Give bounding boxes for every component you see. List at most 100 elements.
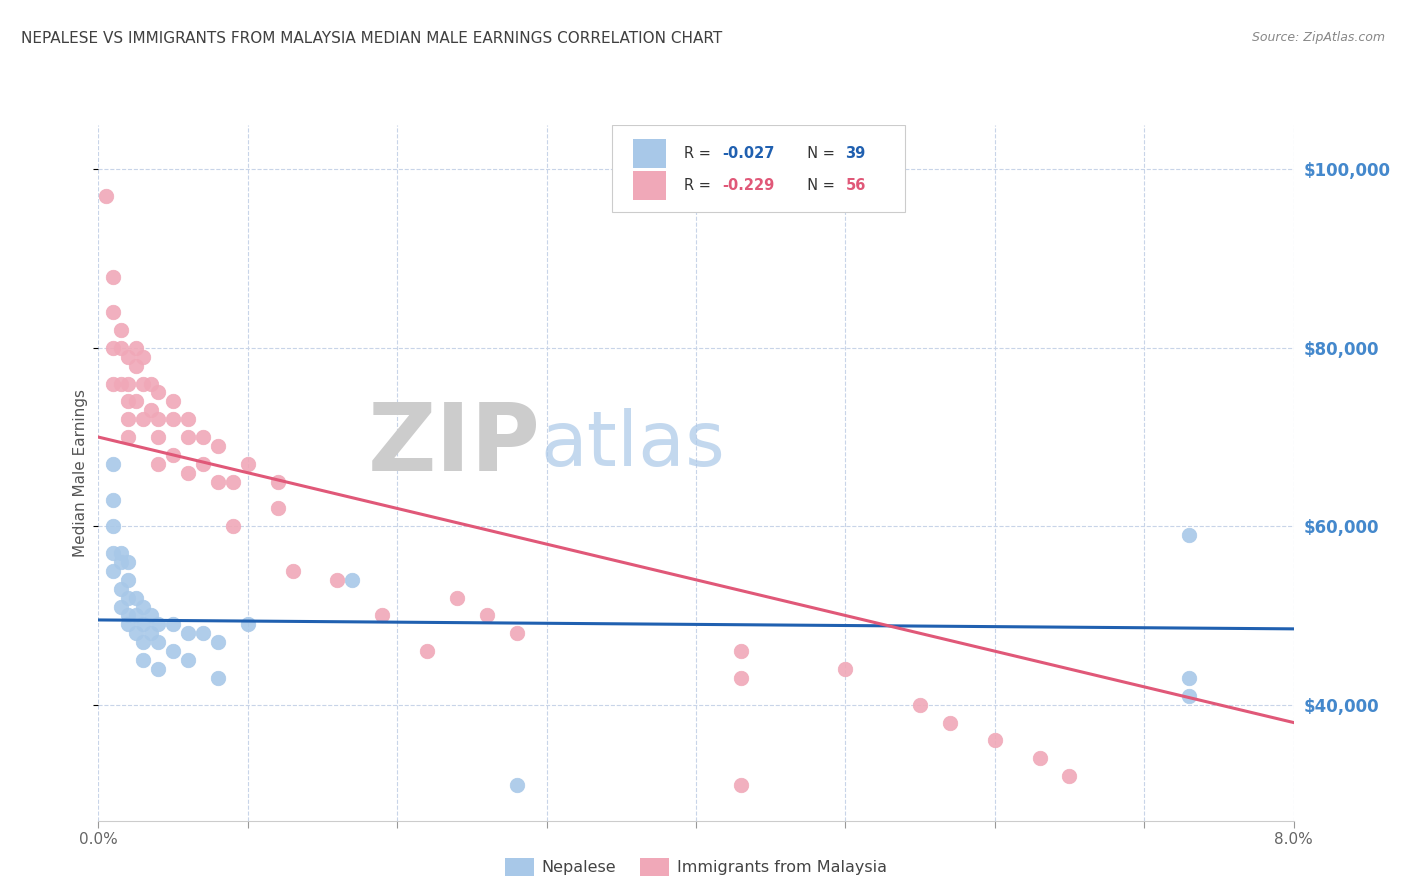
Point	[236, 457, 259, 471]
Text: 39: 39	[845, 146, 866, 161]
Point	[132, 412, 155, 426]
Point	[191, 430, 214, 444]
Point	[177, 466, 200, 480]
Point	[117, 376, 139, 391]
Point	[162, 644, 184, 658]
Point	[1178, 528, 1201, 542]
Point	[416, 644, 439, 658]
Point	[267, 501, 290, 516]
Point	[177, 430, 200, 444]
Point	[177, 626, 200, 640]
Point	[110, 546, 132, 560]
Point	[117, 394, 139, 409]
Point	[110, 555, 132, 569]
Point	[834, 662, 856, 676]
Point	[207, 439, 229, 453]
Point	[132, 635, 155, 649]
Point	[207, 475, 229, 489]
Point	[342, 573, 364, 587]
Point	[132, 653, 155, 667]
Y-axis label: Median Male Earnings: Median Male Earnings	[73, 389, 87, 557]
Point	[132, 350, 155, 364]
Point	[103, 492, 125, 507]
Point	[94, 189, 117, 203]
Point	[222, 475, 245, 489]
Text: R =: R =	[685, 178, 716, 193]
Point	[162, 617, 184, 632]
Point	[148, 385, 170, 400]
Point	[110, 376, 132, 391]
Point	[148, 457, 170, 471]
Point	[207, 671, 229, 685]
Text: N =: N =	[797, 178, 839, 193]
Point	[236, 617, 259, 632]
Point	[371, 608, 394, 623]
FancyBboxPatch shape	[613, 125, 905, 212]
Point	[125, 626, 148, 640]
Point	[1178, 671, 1201, 685]
Point	[103, 305, 125, 319]
Point	[148, 430, 170, 444]
Point	[191, 626, 214, 640]
Point	[148, 635, 170, 649]
Point	[908, 698, 931, 712]
Text: N =: N =	[797, 146, 839, 161]
Text: 56: 56	[845, 178, 866, 193]
Point	[117, 350, 139, 364]
Point	[148, 412, 170, 426]
Point	[267, 475, 290, 489]
Point	[730, 778, 752, 792]
Point	[162, 448, 184, 462]
Point	[103, 269, 125, 284]
Point	[139, 608, 162, 623]
Point	[162, 412, 184, 426]
Text: atlas: atlas	[540, 408, 725, 482]
Point	[730, 671, 752, 685]
Point	[110, 323, 132, 337]
Point	[132, 599, 155, 614]
Point	[446, 591, 468, 605]
Point	[103, 457, 125, 471]
Point	[110, 341, 132, 355]
Legend: Nepalese, Immigrants from Malaysia: Nepalese, Immigrants from Malaysia	[499, 852, 893, 882]
Point	[148, 617, 170, 632]
Point	[730, 644, 752, 658]
Point	[117, 412, 139, 426]
Point	[1178, 689, 1201, 703]
Point	[177, 412, 200, 426]
Point	[506, 778, 529, 792]
Point	[125, 341, 148, 355]
Point	[139, 403, 162, 417]
Point	[983, 733, 1005, 747]
Point	[148, 662, 170, 676]
Point	[191, 457, 214, 471]
Point	[103, 519, 125, 533]
Point	[139, 626, 162, 640]
Point	[110, 599, 132, 614]
Point	[132, 376, 155, 391]
Point	[117, 555, 139, 569]
Point	[939, 715, 962, 730]
Text: Source: ZipAtlas.com: Source: ZipAtlas.com	[1251, 31, 1385, 45]
Point	[117, 430, 139, 444]
Point	[1059, 769, 1081, 783]
FancyBboxPatch shape	[633, 170, 666, 200]
Point	[281, 564, 304, 578]
Point	[222, 519, 245, 533]
Point	[139, 376, 162, 391]
Point	[326, 573, 349, 587]
Point	[110, 582, 132, 596]
Point	[125, 359, 148, 373]
Text: NEPALESE VS IMMIGRANTS FROM MALAYSIA MEDIAN MALE EARNINGS CORRELATION CHART: NEPALESE VS IMMIGRANTS FROM MALAYSIA MED…	[21, 31, 723, 46]
Point	[117, 617, 139, 632]
Text: ZIP: ZIP	[368, 399, 540, 491]
Point	[207, 635, 229, 649]
Text: -0.027: -0.027	[723, 146, 775, 161]
Point	[506, 626, 529, 640]
Point	[132, 617, 155, 632]
Point	[162, 394, 184, 409]
Point	[103, 376, 125, 391]
Point	[103, 564, 125, 578]
Point	[1028, 751, 1050, 765]
Point	[117, 573, 139, 587]
